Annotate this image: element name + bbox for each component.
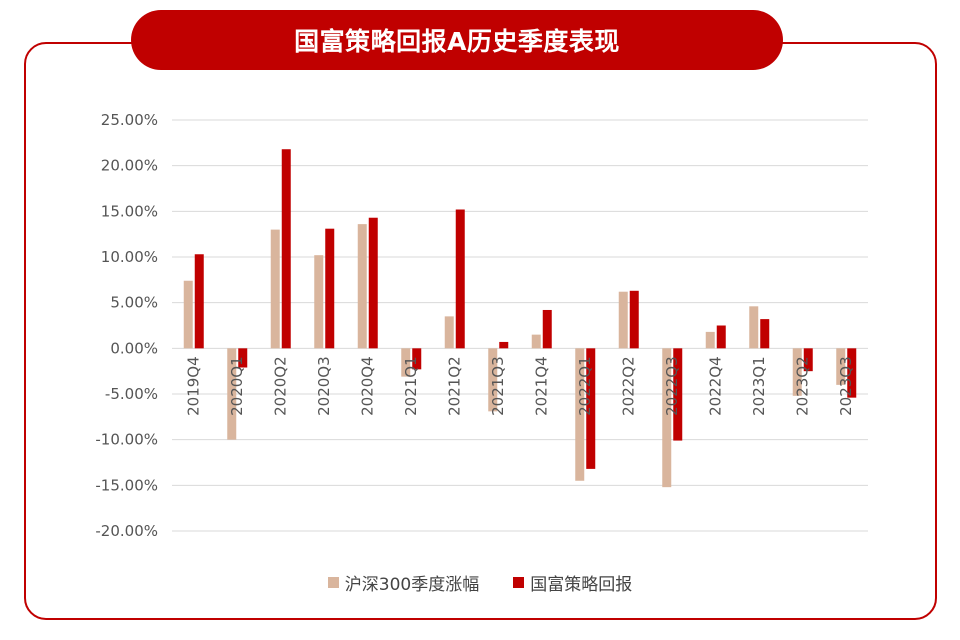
bar-guofu-strategy [194,254,204,349]
bar-guofu-strategy [368,217,378,349]
bar-hs300 [488,348,498,412]
legend-item-series-2: 国富策略回报 [513,570,632,595]
bar-hs300 [836,348,846,385]
x-category-label: 2021Q3 [489,356,507,416]
legend-label-series-1: 沪深300季度涨幅 [344,575,480,595]
y-tick-label: -20.00% [95,522,158,540]
y-tick-label: 5.00% [110,294,158,312]
y-tick-label: -5.00% [105,385,158,403]
bar-guofu-strategy [499,341,509,349]
bar-hs300 [314,255,324,349]
bar-guofu-strategy [542,309,552,349]
x-category-label: 2022Q1 [576,356,594,416]
bar-guofu-strategy [716,325,726,349]
bar-guofu-strategy [238,348,248,368]
bar-hs300 [227,348,237,440]
x-category-label: 2019Q4 [185,356,203,416]
bar-hs300 [705,331,715,349]
x-category-label: 2020Q4 [359,356,377,416]
bar-guofu-strategy [455,209,465,349]
x-category-label: 2023Q2 [794,356,812,416]
bar-guofu-strategy [629,290,639,349]
bar-hs300 [662,348,672,488]
y-tick-label: -15.00% [95,476,158,494]
x-category-label: 2021Q1 [402,356,420,416]
bar-hs300 [444,316,454,349]
legend-label-series-2: 国富策略回报 [530,575,633,595]
x-category-label: 2021Q2 [446,356,464,416]
bar-guofu-strategy [586,348,596,469]
x-category-label: 2022Q2 [620,356,638,416]
x-category-label: 2020Q3 [315,356,333,416]
x-category-label: 2020Q1 [228,356,246,416]
bar-guofu-strategy [281,149,291,349]
bar-hs300 [183,280,193,349]
x-category-label: 2021Q4 [533,356,551,416]
y-tick-label: 0.00% [110,339,158,357]
y-tick-label: -10.00% [95,431,158,449]
chart-frame [24,42,937,620]
y-tick-label: 15.00% [101,202,158,220]
legend-item-series-1: 沪深300季度涨幅 [327,570,480,595]
bar-hs300 [749,306,759,349]
x-category-label: 2022Q3 [663,356,681,416]
x-category-label: 2022Q4 [707,356,725,416]
chart-legend: 沪深300季度涨幅 国富策略回报 [0,570,960,595]
x-category-label: 2020Q2 [272,356,290,416]
y-tick-label: 20.00% [101,157,158,175]
y-tick-label: 10.00% [101,248,158,266]
bar-guofu-strategy [803,348,813,372]
legend-swatch-series-1 [327,577,339,588]
bar-hs300 [792,348,802,396]
bar-hs300 [575,348,585,481]
bar-guofu-strategy [325,228,335,349]
y-tick-label: 25.00% [101,111,158,129]
bar-hs300 [270,229,280,349]
x-category-label: 2023Q3 [837,356,855,416]
bar-guofu-strategy [847,348,857,398]
chart-title: 国富策略回报A历史季度表现 [131,10,783,70]
legend-swatch-series-2 [513,577,525,588]
bar-hs300 [618,291,628,349]
bar-hs300 [531,334,541,349]
bar-guofu-strategy [673,348,683,441]
x-category-label: 2023Q1 [750,356,768,416]
bar-guofu-strategy [760,319,770,349]
bar-hs300 [357,224,367,349]
bar-hs300 [401,348,411,377]
bar-guofu-strategy [412,348,422,370]
